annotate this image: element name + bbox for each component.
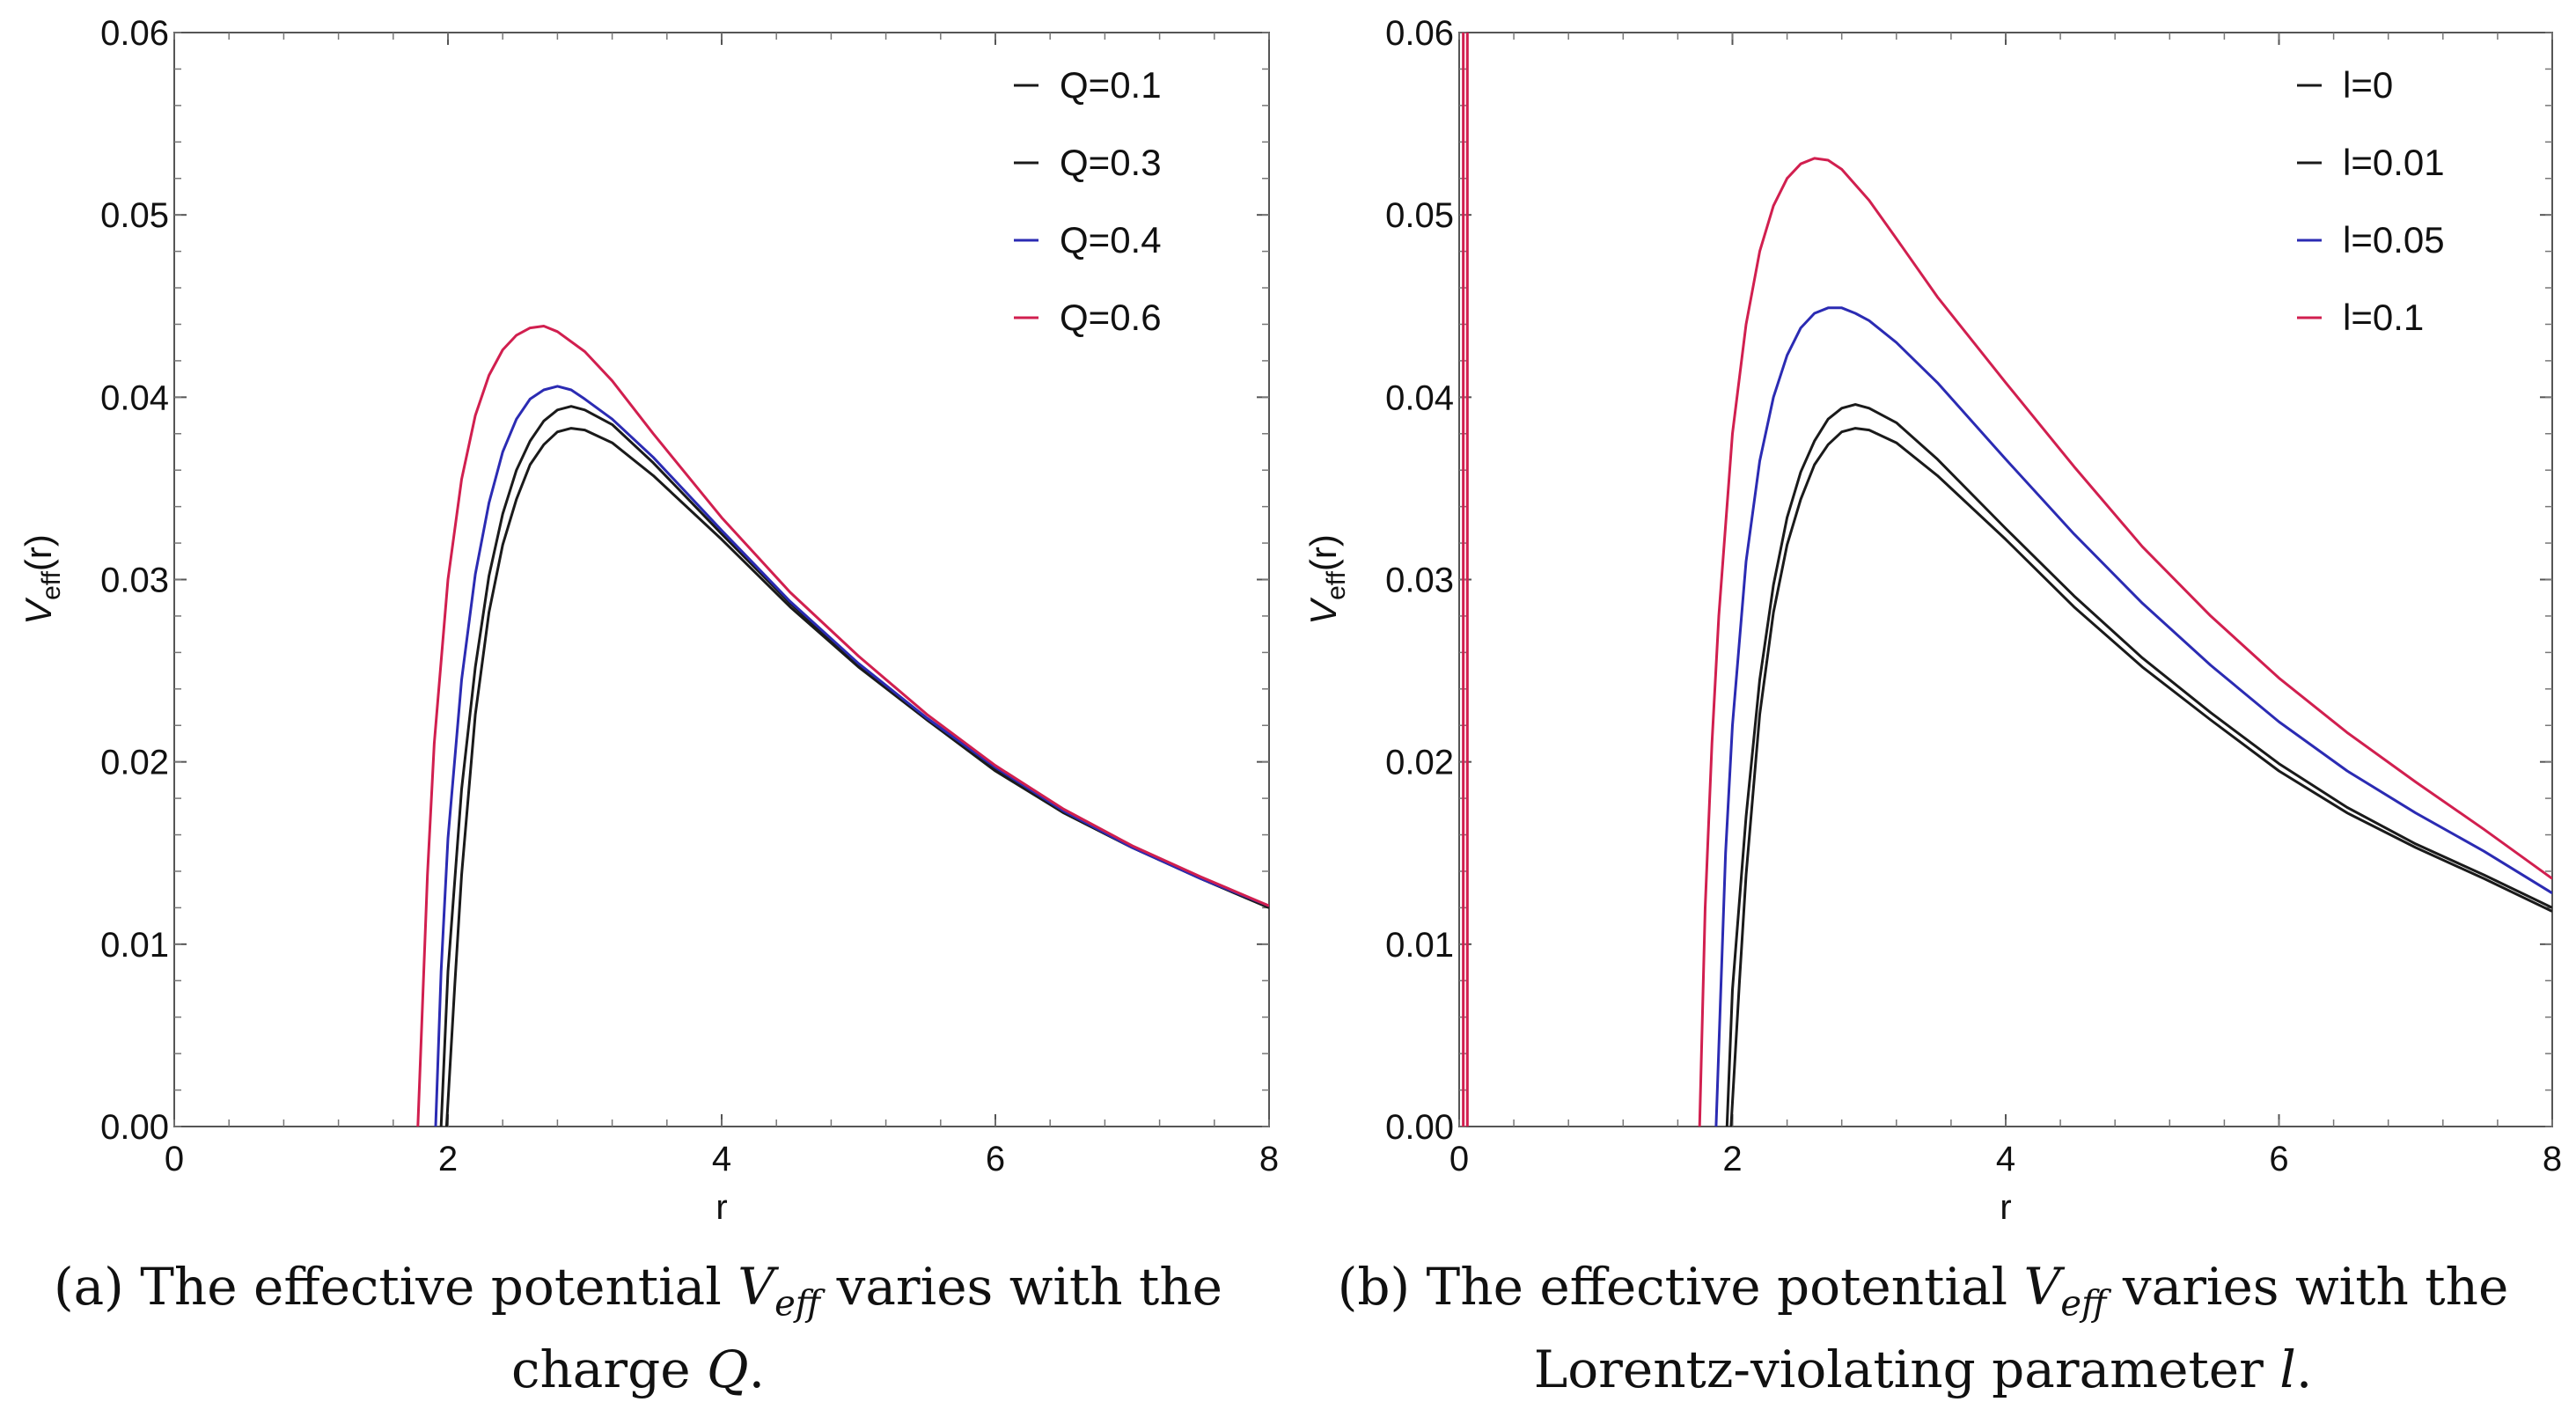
x-axis-label: r [716, 1188, 727, 1227]
caption-b-line2-end: . [2295, 1339, 2313, 1399]
caption-b-text: The effective potential [1426, 1257, 2008, 1317]
legend-label: l=0.05 [2343, 219, 2445, 261]
x-tick-label: 8 [2543, 1140, 2562, 1178]
y-axis-label: Veff(r) [18, 534, 66, 625]
series-line-3 [416, 325, 1269, 1127]
y-tick-label: 0.04 [1385, 378, 1454, 417]
x-tick-label: 2 [1722, 1140, 1742, 1178]
caption-b: (b) The effective potential Veff varies … [1285, 1254, 2561, 1402]
caption-a-text-after: varies with the [836, 1257, 1223, 1317]
legend-label: l=0.01 [2343, 142, 2445, 183]
y-tick-label: 0.00 [100, 1108, 169, 1147]
y-tick-label: 0.02 [1385, 744, 1454, 782]
series-line-3 [1698, 157, 2552, 1127]
y-tick-label: 0.03 [100, 562, 169, 600]
legend-label: Q=0.1 [1060, 64, 1162, 106]
caption-b-line2-symbol: l [2279, 1339, 2296, 1399]
y-axis-label: Veff(r) [1303, 534, 1351, 625]
y-tick-label: 0.01 [100, 926, 169, 965]
caption-a-line2-symbol: Q [707, 1339, 749, 1399]
x-tick-label: 4 [1996, 1140, 2015, 1178]
series-line-1 [1725, 403, 2552, 1127]
caption-a: (a) The effective potential Veff varies … [0, 1254, 1276, 1402]
caption-a-symbol: V [738, 1257, 775, 1317]
series-line-1 [439, 405, 1269, 1127]
y-axis-label-main: V [1303, 597, 1344, 625]
caption-a-symbol-sub: eff [774, 1283, 821, 1325]
caption-a-text: The effective potential [140, 1257, 722, 1317]
y-tick-label: 0.02 [100, 744, 169, 782]
y-axis-label-main: V [18, 597, 59, 625]
x-tick-label: 8 [1259, 1140, 1279, 1178]
legend-label: Q=0.3 [1060, 142, 1162, 183]
legend-label: Q=0.6 [1060, 297, 1162, 338]
caption-b-text-after: varies with the [2122, 1257, 2509, 1317]
series-group [416, 325, 1269, 1127]
caption-a-line2: charge [510, 1339, 691, 1399]
x-tick-label: 2 [438, 1140, 458, 1178]
y-tick-label: 0.03 [1385, 562, 1454, 600]
x-tick-label: 0 [165, 1140, 184, 1178]
y-tick-label: 0.04 [100, 378, 169, 417]
x-axis-label: r [2000, 1188, 2011, 1227]
caption-a-line2-end: . [748, 1339, 766, 1399]
chart-panel-a: 0 2 4 6 8 0.00 0.01 0.02 0.03 0.04 0.05 0.06 r Veff(r… [18, 14, 1279, 1227]
x-tick-label: 6 [2269, 1140, 2288, 1178]
series-group [1462, 33, 2552, 1127]
series-line-2 [1714, 306, 2552, 1127]
series-line-2 [434, 385, 1269, 1127]
y-tick-label: 0.00 [1385, 1108, 1454, 1147]
caption-b-symbol: V [2023, 1257, 2061, 1317]
y-axis-label-suffix: (r) [18, 534, 59, 571]
caption-b-line2: Lorentz-violating parameter [1533, 1339, 2264, 1399]
y-tick-label: 0.01 [1385, 926, 1454, 965]
x-tick-label: 4 [712, 1140, 731, 1178]
y-tick-label: 0.06 [1385, 14, 1454, 53]
y-axis-label-sub: eff [1322, 570, 1351, 599]
chart-panel-b: 0 2 4 6 8 0.00 0.01 0.02 0.03 0.04 0.05 0.06 r Veff(r… [1303, 14, 2562, 1227]
plot-frame [173, 32, 1270, 1127]
legend-label: l=0 [2343, 64, 2393, 106]
y-axis-label-suffix: (r) [1303, 534, 1344, 571]
x-tick-label: 6 [986, 1140, 1005, 1178]
caption-b-symbol-sub: eff [2060, 1283, 2107, 1325]
plot-frame [1458, 32, 2553, 1127]
y-axis-label-sub: eff [37, 570, 66, 599]
y-tick-label: 0.06 [100, 14, 169, 53]
y-tick-label: 0.05 [100, 196, 169, 235]
series-line-0 [1729, 427, 2552, 1127]
caption-a-label: (a) [53, 1257, 124, 1317]
x-tick-label: 0 [1449, 1140, 1469, 1178]
legend-label: Q=0.4 [1060, 219, 1162, 261]
y-tick-label: 0.05 [1385, 196, 1454, 235]
legend-label: l=0.1 [2343, 297, 2424, 338]
caption-b-label: (b) [1337, 1257, 1411, 1317]
